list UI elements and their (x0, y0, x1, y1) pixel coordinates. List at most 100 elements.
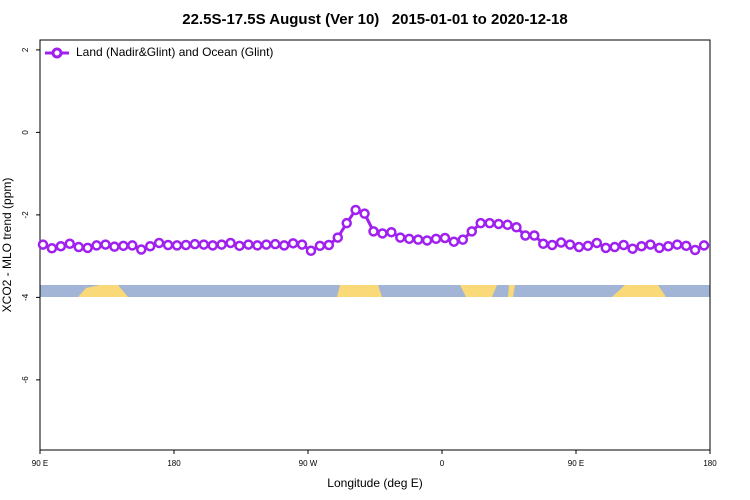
point (332, 232, 344, 243)
point (171, 240, 183, 251)
point (636, 240, 647, 252)
point (412, 234, 424, 245)
point (127, 240, 138, 251)
y-tick-label: -6 (21, 376, 30, 384)
point (448, 236, 460, 247)
point (314, 240, 326, 252)
point (663, 240, 674, 252)
point (537, 238, 549, 250)
point (395, 232, 406, 243)
point (118, 240, 129, 252)
point (180, 239, 192, 251)
y-axis-label: XCO2 - MLO trend (ppm) (0, 178, 14, 313)
point (421, 235, 433, 246)
point (287, 238, 299, 249)
point (46, 243, 58, 254)
land (337, 285, 382, 297)
point (64, 238, 76, 250)
point (386, 226, 397, 238)
point (243, 239, 254, 250)
point (198, 239, 210, 250)
point (609, 241, 620, 253)
point (144, 240, 156, 252)
point (100, 239, 111, 250)
point (296, 239, 308, 250)
point (484, 217, 495, 229)
point (645, 239, 656, 250)
y-tick-label: -2 (21, 211, 30, 219)
point (573, 241, 585, 253)
point (109, 241, 120, 252)
point (207, 240, 218, 251)
point (341, 217, 352, 229)
point (466, 226, 478, 237)
point (430, 233, 442, 245)
point (582, 240, 594, 252)
land (78, 285, 128, 297)
point (350, 204, 361, 216)
chart-title: 22.5S-17.5S August (Ver 10) 2015-01-01 t… (182, 11, 567, 28)
point (162, 239, 174, 251)
point (225, 237, 236, 249)
point (377, 228, 388, 239)
point (305, 245, 317, 257)
x-axis-label: Longitude (deg E) (327, 476, 422, 490)
point (135, 244, 147, 255)
point (627, 243, 638, 254)
point (502, 219, 513, 231)
y-tick-label: 0 (21, 130, 30, 135)
point (439, 232, 451, 244)
point (555, 237, 567, 248)
point (493, 218, 504, 230)
point (618, 239, 629, 251)
x-tick-label: 180 (167, 459, 181, 468)
legend: Land (Nadir&Glint) and Ocean (Glint) (45, 45, 273, 59)
point (261, 239, 272, 250)
point (457, 234, 469, 245)
x-tick-label: 90 W (299, 459, 318, 468)
y-tick-label: -4 (21, 293, 30, 301)
x-tick-label: 0 (440, 459, 445, 468)
land (612, 285, 666, 297)
point (511, 222, 522, 233)
point (546, 239, 558, 251)
point (153, 237, 165, 249)
point (55, 240, 67, 252)
point (269, 238, 281, 250)
point (252, 240, 263, 251)
point (403, 233, 415, 245)
point (529, 230, 540, 241)
point (591, 237, 603, 249)
x-tick-label: 90 E (32, 459, 48, 468)
point (680, 240, 692, 252)
land (460, 285, 497, 297)
point (520, 230, 531, 241)
legend-marker (51, 47, 63, 59)
point (689, 244, 701, 256)
legend-label: Land (Nadir&Glint) and Ocean (Glint) (76, 45, 273, 59)
y-tick-label: 2 (21, 47, 30, 52)
point (475, 217, 486, 229)
point (189, 238, 201, 250)
point (37, 239, 49, 250)
point (73, 241, 84, 253)
point (234, 240, 245, 252)
point (654, 242, 665, 254)
point (368, 226, 379, 237)
point (82, 242, 93, 254)
point (216, 239, 227, 250)
point (323, 239, 335, 251)
point (564, 239, 576, 250)
point (698, 240, 710, 251)
x-tick-label: 180 (703, 459, 717, 468)
land (508, 285, 515, 297)
point (671, 239, 683, 250)
point (91, 240, 102, 251)
x-tick-label: 90 E (568, 459, 584, 468)
point (600, 242, 612, 254)
point (359, 208, 370, 219)
point (278, 240, 290, 251)
land-ocean-strip (40, 285, 710, 297)
